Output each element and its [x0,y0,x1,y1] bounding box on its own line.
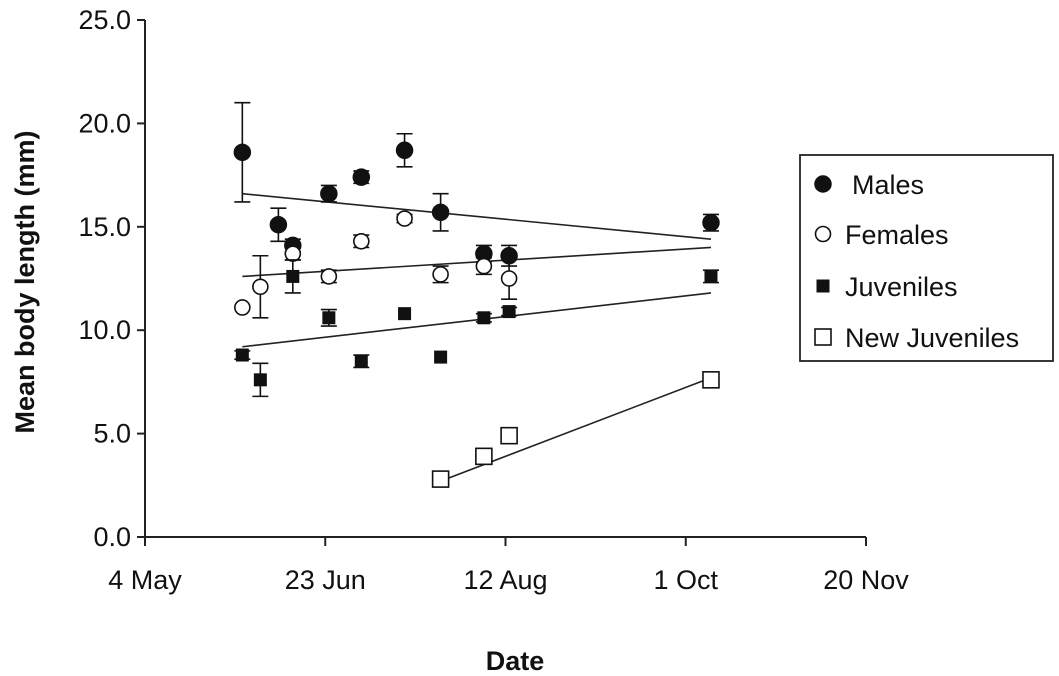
juveniles-point [253,373,267,387]
x-axis-title: Date [486,646,545,676]
juveniles-point [434,350,448,364]
new-juveniles-point [702,371,720,389]
y-tick-label: 20.0 [78,108,131,138]
legend-males-marker [814,175,832,193]
females-point [252,278,269,296]
juveniles-point [502,305,516,319]
y-tick-label: 5.0 [93,419,131,449]
trend-lines [242,192,712,482]
legend-new-juveniles-label: New Juveniles [845,323,1019,353]
juveniles-point [235,348,249,362]
juveniles-point [354,354,368,368]
females-point [352,232,370,250]
males-point [431,203,450,222]
y-tick-label: 25.0 [78,5,131,35]
x-tick-label: 1 Oct [653,565,718,595]
juveniles-point [322,311,336,325]
legend-box [799,154,1054,362]
new-juveniles-point [431,470,450,488]
females-point [432,266,449,283]
juveniles-point [398,307,412,321]
legend-new-juveniles-marker [814,328,832,346]
males-point [233,143,252,162]
males-point [269,215,288,234]
males-point [395,141,414,160]
y-tick-label: 10.0 [78,315,131,345]
new-juveniles-trend-line [440,377,712,482]
females-point [284,245,302,262]
y-ticks: 0.0 5.0 10.0 15.0 20.0 25.0 [78,5,145,552]
males-point [352,168,371,186]
juveniles-point [704,269,718,283]
new-juveniles-point [475,447,493,466]
males-trend-line [242,192,712,241]
x-tick-label: 12 Aug [463,565,547,595]
new-juveniles-point [500,426,518,445]
legend-juveniles-marker [816,279,830,293]
legend-females-marker [814,225,832,243]
x-tick-label: 20 Nov [823,565,909,595]
males-point [702,213,720,232]
females-point [396,210,413,227]
juveniles-point [477,311,491,325]
legend-males-label: Males [852,170,924,200]
data-points [233,101,720,488]
males-point [320,184,338,203]
legend-females-label: Females [845,220,949,250]
legend-juveniles-label: Juveniles [845,272,958,302]
x-ticks: 4 May 23 Jun 12 Aug 1 Oct 20 Nov [108,537,909,595]
x-tick-label: 23 Jun [285,565,366,595]
legend: Males Females Juveniles New Juveniles [799,154,1054,362]
females-point [500,270,518,287]
x-tick-label: 4 May [108,565,182,595]
y-tick-label: 15.0 [78,212,131,242]
females-point [234,299,251,316]
y-axis-title: Mean body length (mm) [10,131,40,434]
juveniles-trend-line [242,292,712,348]
juveniles-point [286,269,300,283]
y-tick-label: 0.0 [93,522,131,552]
females-point [475,257,493,275]
females-point [320,268,338,285]
